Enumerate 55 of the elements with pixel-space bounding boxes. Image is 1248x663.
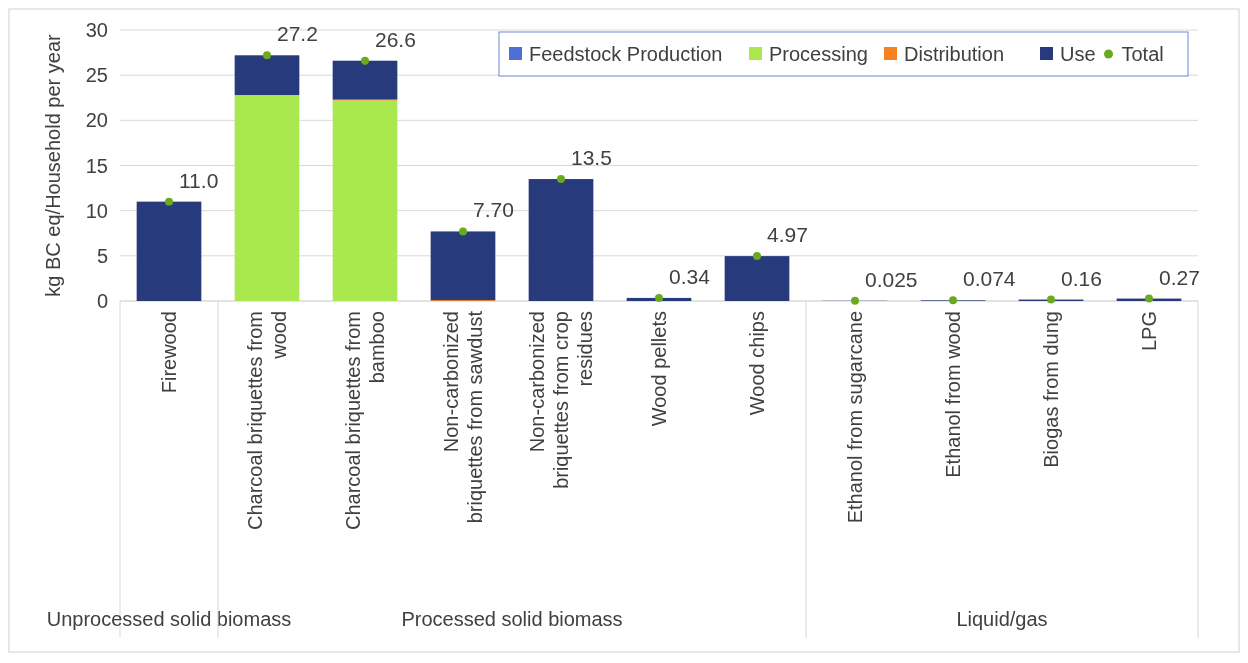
- data-label: 27.2: [277, 22, 318, 46]
- y-tick-label: 5: [96, 244, 108, 267]
- y-tick-label: 20: [85, 109, 108, 132]
- legend-label: Total: [1121, 43, 1164, 65]
- bar: [234, 95, 300, 301]
- y-tick-label: 0: [96, 290, 108, 312]
- data-label: 4.97: [767, 223, 808, 247]
- text: Processed solid biomass: [401, 608, 623, 630]
- point: [753, 252, 761, 261]
- point: [1047, 295, 1055, 304]
- legend-label: Use: [1060, 43, 1096, 65]
- y-tick-label: 15: [85, 154, 108, 177]
- point: [459, 227, 467, 236]
- data-label: 26.6: [375, 27, 416, 51]
- point: [655, 293, 663, 302]
- bar: [234, 55, 300, 96]
- x-tick-label: Charcoal briquettes from wood: [244, 311, 290, 530]
- legend-label: Processing: [769, 43, 868, 65]
- data-label: 11.0: [179, 168, 219, 192]
- x-tick-label: Wood chips: [746, 311, 768, 416]
- point: [1145, 294, 1153, 303]
- bar: [332, 60, 398, 100]
- bar: [136, 201, 202, 301]
- x-tick-label: Ethanol from sugarcane: [844, 311, 866, 524]
- x-tick-label: Biogas from dung: [1040, 311, 1062, 468]
- data-label: 13.5: [571, 146, 612, 170]
- point: [263, 51, 271, 60]
- legend-label: Feedstock Production: [529, 43, 723, 65]
- bar: [528, 179, 594, 301]
- y-tick-label: 25: [85, 64, 108, 87]
- data-label: 0.074: [963, 267, 1016, 291]
- x-tick-label: Ethanol from wood: [942, 311, 964, 478]
- y-tick-label: 30: [85, 19, 108, 41]
- point: [851, 296, 859, 305]
- bar: [332, 100, 398, 301]
- x-tick-label: Charcoal briquettes from bamboo: [342, 311, 388, 530]
- x-tick-label: LPG: [1138, 311, 1160, 352]
- y-axis-title: kg BC eq/Household per year: [42, 33, 64, 297]
- x-tick-label: Firewood: [158, 311, 180, 394]
- y-tick-label: 10: [85, 199, 108, 222]
- data-label: 0.025: [865, 267, 918, 291]
- bar: [430, 231, 496, 301]
- x-tick-label: Wood pellets: [648, 311, 670, 427]
- data-label: 7.70: [473, 198, 514, 222]
- text: Liquid/gas: [956, 608, 1048, 630]
- point: [165, 197, 173, 206]
- point: [557, 175, 565, 184]
- legend-label: Distribution: [904, 43, 1005, 65]
- data-label: 0.16: [1061, 266, 1102, 290]
- bar: [724, 256, 790, 301]
- data-label: 0.34: [669, 264, 711, 288]
- data-label: 0.27: [1159, 265, 1200, 289]
- point: [361, 56, 369, 65]
- text: Unprocessed solid biomass: [46, 608, 292, 630]
- point: [949, 296, 957, 305]
